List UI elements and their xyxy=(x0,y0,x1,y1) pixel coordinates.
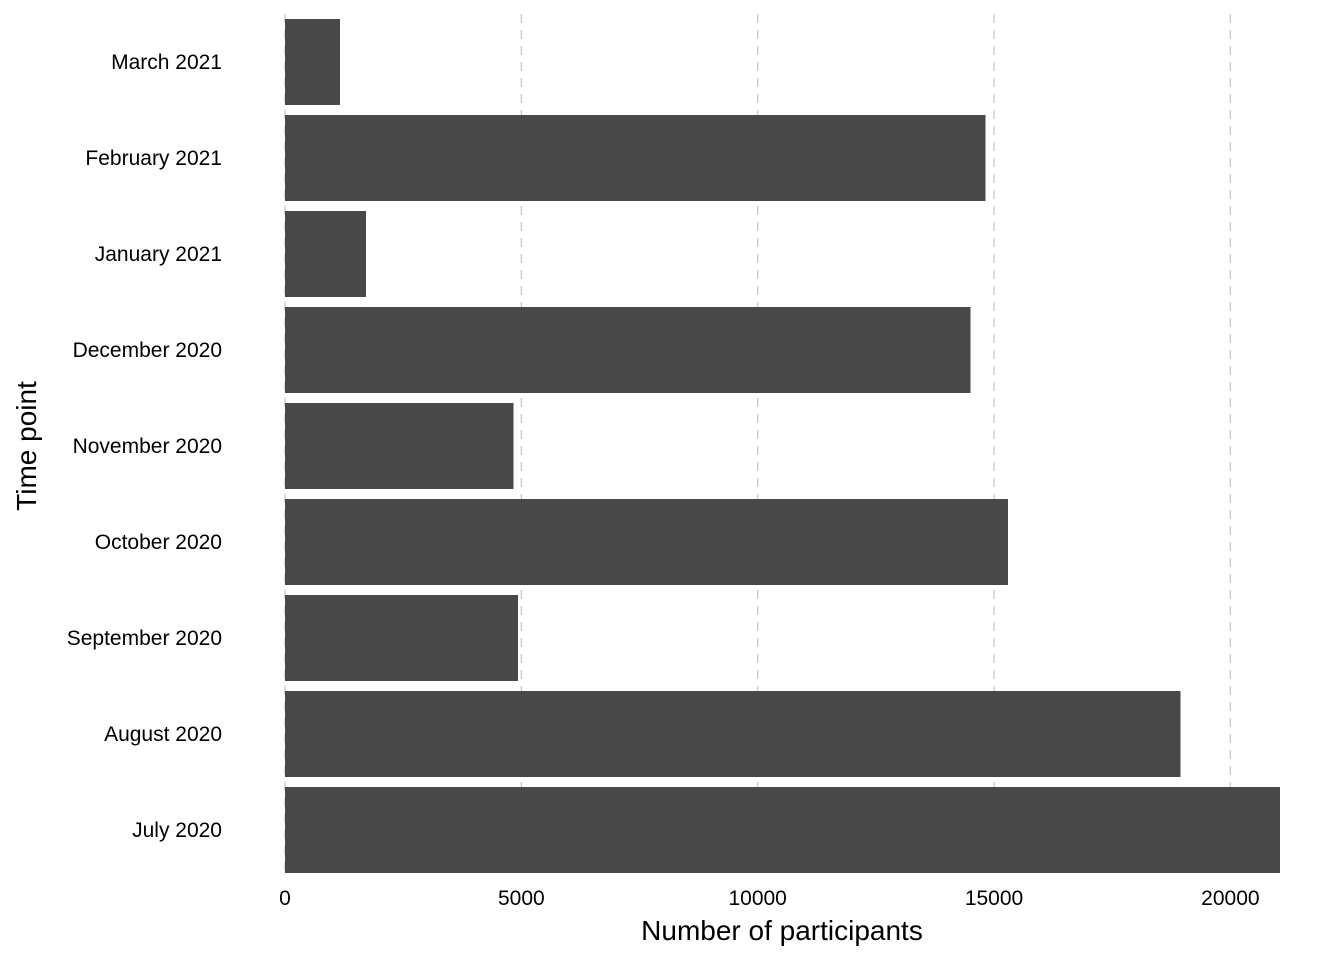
x-tick-label: 5000 xyxy=(498,887,545,910)
bar xyxy=(285,210,366,298)
bar xyxy=(285,594,519,682)
y-axis-title: Time point xyxy=(11,381,42,511)
x-axis-title: Number of participants xyxy=(641,915,923,946)
x-tick-label: 10000 xyxy=(728,887,786,910)
bar xyxy=(285,306,971,394)
bars xyxy=(285,18,1280,874)
category-label: November 2020 xyxy=(73,435,222,458)
category-labels: July 2020 August 2020 September 2020 Octobe… xyxy=(67,51,222,842)
x-tick-label: 0 xyxy=(279,887,291,910)
bar xyxy=(285,786,1280,874)
category-label: January 2021 xyxy=(95,243,222,266)
category-label: October 2020 xyxy=(95,531,222,554)
x-tick-label: 20000 xyxy=(1201,887,1259,910)
category-label: March 2021 xyxy=(111,51,222,74)
category-label: September 2020 xyxy=(67,627,222,650)
category-label: August 2020 xyxy=(104,723,222,746)
category-label: February 2021 xyxy=(85,147,222,170)
bar xyxy=(285,690,1181,778)
category-label: December 2020 xyxy=(73,339,222,362)
bar xyxy=(285,114,986,202)
x-tick-labels: 0 5000 10000 15000 20000 xyxy=(279,887,1259,910)
x-tick-label: 15000 xyxy=(965,887,1023,910)
bar xyxy=(285,18,340,106)
category-label: July 2020 xyxy=(132,819,222,842)
bar xyxy=(285,402,514,490)
bar xyxy=(285,498,1009,586)
